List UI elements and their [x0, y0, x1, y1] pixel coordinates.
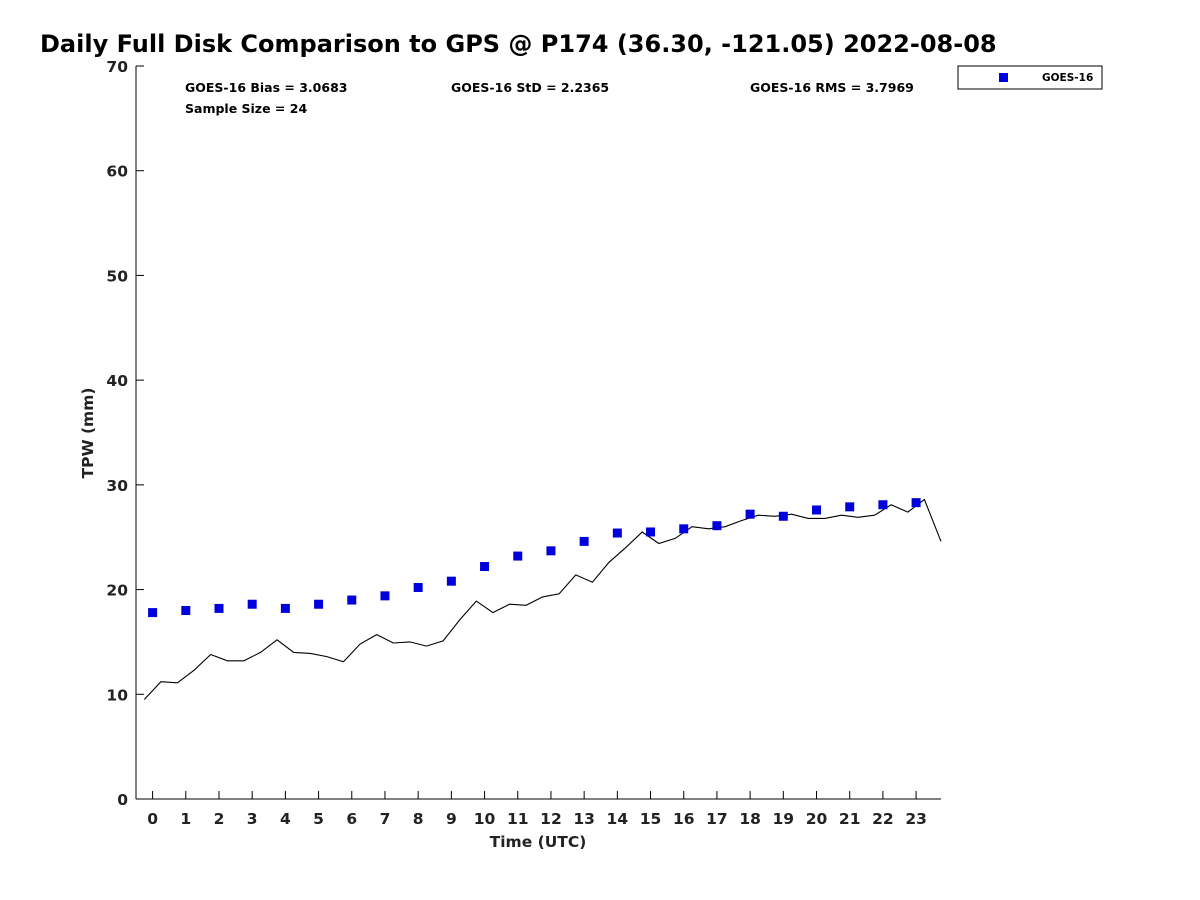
- goes-16-point: [745, 509, 755, 519]
- goes-16-point: [579, 536, 589, 546]
- goes-16-point: [148, 608, 158, 618]
- x-tick-label: 16: [673, 810, 695, 828]
- goes-16-point: [878, 500, 888, 510]
- x-tick-label: 11: [507, 810, 529, 828]
- goes-16-point: [778, 511, 788, 521]
- x-tick-label: 21: [839, 810, 861, 828]
- x-tick-label: 19: [773, 810, 795, 828]
- std-stat: GOES-16 StD = 2.2365: [451, 80, 609, 95]
- goes-16-point: [646, 527, 656, 537]
- goes-16-point: [612, 528, 622, 538]
- goes-16-point: [347, 595, 357, 605]
- x-tick-label: 7: [380, 810, 391, 828]
- goes-16-point: [280, 603, 290, 613]
- goes-16-point: [181, 606, 191, 616]
- x-tick-label: 12: [540, 810, 562, 828]
- legend-marker-goes-16: [999, 73, 1008, 82]
- goes-16-series: [148, 498, 921, 618]
- sample-size-stat: Sample Size = 24: [185, 101, 307, 116]
- gps-line: [143, 498, 942, 700]
- goes-16-point: [247, 599, 257, 609]
- goes-16-point: [679, 524, 689, 534]
- x-tick-label: 1: [180, 810, 191, 828]
- goes-16-point: [712, 521, 722, 531]
- bias-stat: GOES-16 Bias = 3.0683: [185, 80, 347, 95]
- x-tick-label: 15: [640, 810, 662, 828]
- x-tick-label: 5: [313, 810, 324, 828]
- goes-16-point: [314, 599, 324, 609]
- y-tick-label: 50: [106, 267, 128, 285]
- legend-label-goes-16: GOES-16: [1042, 72, 1093, 84]
- y-axis-label: TPW (mm): [79, 388, 97, 479]
- x-tick-label: 20: [806, 810, 828, 828]
- x-tick-label: 4: [280, 810, 291, 828]
- goes-16-point: [480, 562, 490, 572]
- gps-series: [143, 498, 942, 700]
- x-tick-label: 13: [573, 810, 595, 828]
- x-tick-label: 6: [346, 810, 357, 828]
- goes-16-point: [446, 576, 456, 586]
- x-tick-label: 10: [474, 810, 496, 828]
- y-tick-label: 60: [106, 163, 128, 181]
- x-tick-label: 18: [739, 810, 761, 828]
- y-tick-label: 0: [117, 791, 128, 809]
- goes-16-point: [413, 582, 423, 592]
- x-axis-label: Time (UTC): [490, 833, 587, 851]
- x-tick-label: 9: [446, 810, 457, 828]
- goes-16-point: [214, 603, 224, 613]
- goes-16-point: [812, 505, 822, 515]
- x-tick-label: 0: [147, 810, 158, 828]
- legend: GOES-16: [957, 65, 1103, 90]
- legend-box: [957, 65, 1103, 90]
- chart-title: Daily Full Disk Comparison to GPS @ P174…: [40, 30, 997, 58]
- goes-16-point: [513, 551, 523, 561]
- y-tick-label: 20: [106, 582, 128, 600]
- y-tick-label: 70: [106, 58, 128, 76]
- x-tick-label: 8: [413, 810, 424, 828]
- rms-stat: GOES-16 RMS = 3.7969: [750, 80, 914, 95]
- x-tick-label: 17: [706, 810, 728, 828]
- goes-16-point: [380, 591, 390, 601]
- goes-16-point: [845, 502, 855, 512]
- y-tick-label: 30: [106, 477, 128, 495]
- y-tick-label: 40: [106, 372, 128, 390]
- x-tick-label: 2: [214, 810, 225, 828]
- x-tick-label: 22: [872, 810, 894, 828]
- goes-16-point: [911, 498, 921, 508]
- y-tick-label: 10: [106, 686, 128, 704]
- x-tick-label: 14: [607, 810, 629, 828]
- goes-16-point: [546, 546, 556, 556]
- x-tick-label: 3: [247, 810, 258, 828]
- x-tick-label: 23: [905, 810, 927, 828]
